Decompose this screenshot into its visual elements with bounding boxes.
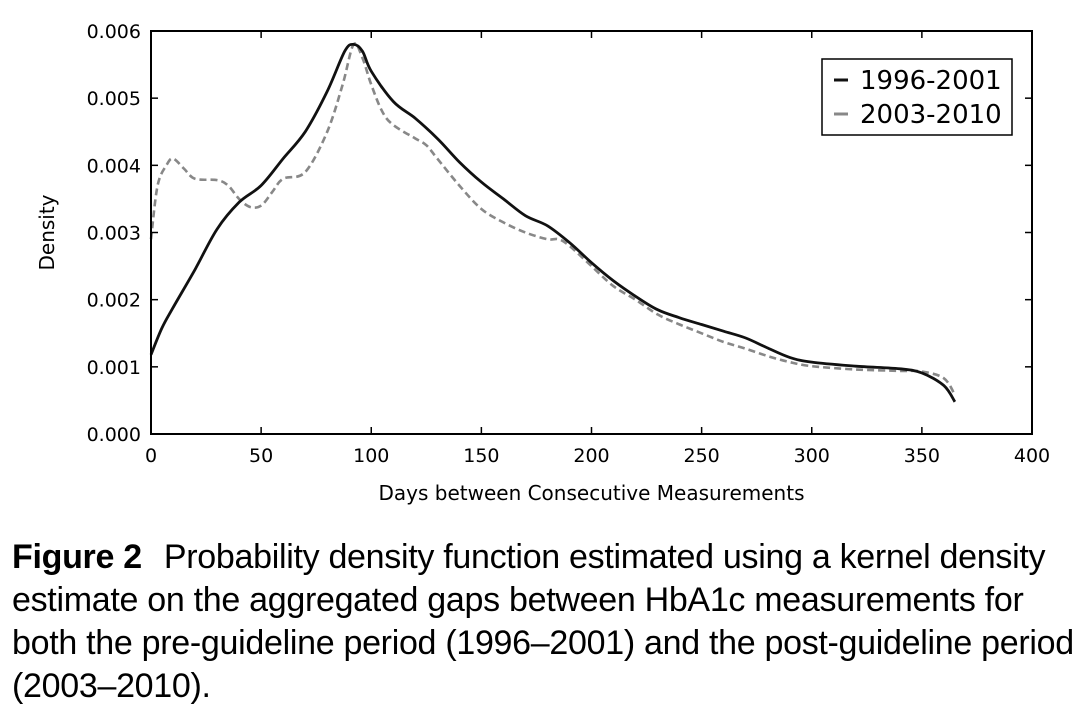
figure-label: Figure 2 xyxy=(12,538,142,576)
series-line-2003-2010 xyxy=(149,42,957,396)
series-line-1996-2001 xyxy=(149,42,957,403)
legend: 1996-2001 2003-2010 xyxy=(821,58,1013,136)
legend-label-1996-2001: 1996-2001 xyxy=(860,66,1002,96)
y-axis-label: Density xyxy=(35,194,59,270)
plot-lines xyxy=(149,42,957,403)
caption-text: Probability density function estimated u… xyxy=(12,538,1074,705)
density-chart: 0 50 100 150 200 250 300 350 400 0.000 0.001 0.002… xyxy=(35,21,1050,505)
x-tick-label: 150 xyxy=(463,445,499,467)
figure-caption: Figure 2 Probability density function est… xyxy=(12,536,1082,708)
x-tick-label: 300 xyxy=(794,445,830,467)
y-tick-label: 0.004 xyxy=(87,155,141,177)
y-tick-label: 0.006 xyxy=(87,21,141,43)
x-tick-label: 350 xyxy=(904,445,940,467)
x-axis-label: Days between Consecutive Measurements xyxy=(378,481,804,505)
x-tick-label: 100 xyxy=(353,445,389,467)
y-tick-label: 0.001 xyxy=(87,357,141,379)
x-tick-label: 50 xyxy=(249,445,273,467)
y-axis: 0.000 0.001 0.002 0.003 0.004 0.005 0.006 xyxy=(87,21,1032,446)
y-tick-label: 0.005 xyxy=(87,88,141,110)
x-tick-label: 250 xyxy=(683,445,719,467)
x-tick-label: 0 xyxy=(145,445,157,467)
x-axis: 0 50 100 150 200 250 300 350 400 xyxy=(145,31,1050,467)
legend-box xyxy=(821,58,1013,136)
y-tick-label: 0.003 xyxy=(87,223,141,245)
y-tick-label: 0.002 xyxy=(87,290,141,312)
y-tick-label: 0.000 xyxy=(87,424,141,446)
legend-label-2003-2010: 2003-2010 xyxy=(860,100,1002,130)
x-tick-label: 400 xyxy=(1014,445,1050,467)
x-tick-label: 200 xyxy=(573,445,609,467)
